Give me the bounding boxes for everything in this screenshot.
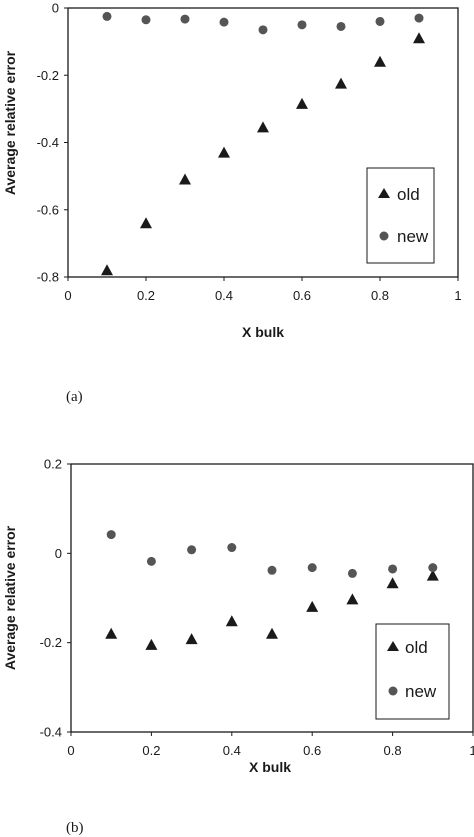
point-old-8 <box>386 577 399 589</box>
point-new-1 <box>106 530 116 540</box>
point-new-1 <box>102 11 112 21</box>
chart-b: 0.2 0 -0.2 -0.4 0 0.2 0.4 0.6 0.8 1 X bulk Avera… <box>2 457 474 837</box>
chart-a-legend-old-label: old <box>397 185 420 204</box>
point-new-5 <box>258 25 268 35</box>
point-new-7 <box>347 568 357 578</box>
point-new-9 <box>428 563 438 573</box>
point-old-2 <box>140 217 152 229</box>
point-new-6 <box>297 20 307 30</box>
chart-b-plot-area <box>70 463 474 733</box>
chart-b-points <box>105 530 439 650</box>
point-old-6 <box>296 97 308 109</box>
point-old-4 <box>218 146 230 158</box>
chart-b-x-axis-title: X bulk <box>249 759 291 775</box>
x-tick-label: 0.8 <box>371 288 389 303</box>
point-new-2 <box>141 15 151 25</box>
point-new-5 <box>267 565 277 575</box>
chart-b-legend-old-label: old <box>405 638 428 657</box>
point-new-3 <box>180 14 190 24</box>
x-tick-label: 1 <box>454 288 461 303</box>
point-new-6 <box>307 563 317 573</box>
chart-a-y-axis: 0 -0.2 -0.4 -0.6 -0.8 <box>37 1 68 285</box>
point-new-7 <box>336 21 346 31</box>
y-tick-label: -0.8 <box>37 270 59 285</box>
chart-a-x-axis: 0 0.2 0.4 0.6 0.8 1 <box>64 277 462 303</box>
point-old-8 <box>374 55 386 67</box>
y-tick-label: 0 <box>52 1 59 16</box>
chart-b-legend: old new <box>375 623 450 720</box>
point-old-4 <box>225 615 238 627</box>
x-tick-label: 0 <box>64 288 71 303</box>
point-old-9 <box>413 32 425 44</box>
point-new-9 <box>414 13 424 23</box>
point-new-3 <box>187 545 197 555</box>
chart-b-y-axis-title: Average relative error <box>2 525 18 670</box>
point-old-1 <box>105 627 118 639</box>
x-tick-label: 0.2 <box>137 288 155 303</box>
point-new-4 <box>227 543 237 553</box>
point-old-5 <box>257 121 269 133</box>
point-new-8 <box>375 16 385 26</box>
chart-b-legend-new-marker <box>388 686 398 696</box>
y-tick-label: 0.2 <box>44 457 62 472</box>
chart-b-legend-box <box>375 623 450 720</box>
point-new-2 <box>146 556 156 566</box>
x-tick-label: 0.4 <box>215 288 233 303</box>
chart-a: 0-0.2-0.4-0.6-0.8 0 0.2 0.4 0.6 0.8 1 X bulk … <box>2 1 462 406</box>
x-tick-label: 0.8 <box>384 743 402 758</box>
x-tick-label: 0 <box>67 743 74 758</box>
chart-b-legend-old-marker <box>387 641 399 651</box>
chart-b-x-axis: 0 0.2 0.4 0.6 0.8 1 <box>67 732 474 758</box>
point-old-3 <box>185 633 198 645</box>
chart-a-legend-old-marker <box>378 188 390 198</box>
point-old-7 <box>335 77 347 89</box>
x-tick-label: 0.2 <box>142 743 160 758</box>
point-old-1 <box>101 264 113 276</box>
chart-b-caption: (b) <box>66 820 84 836</box>
y-tick-label: -0.4 <box>37 135 59 150</box>
chart-b-legend-new-label: new <box>405 682 437 701</box>
y-tick-label: -0.2 <box>40 635 62 650</box>
chart-a-legend-new-label: new <box>397 227 429 246</box>
y-tick-label: -0.6 <box>37 202 59 217</box>
y-tick-label: 0 <box>55 546 62 561</box>
point-old-6 <box>306 600 319 612</box>
point-old-3 <box>179 173 191 185</box>
x-tick-label: 0.6 <box>293 288 311 303</box>
x-tick-label: 0.6 <box>303 743 321 758</box>
chart-a-legend-box <box>366 167 435 264</box>
x-tick-label: 0.4 <box>223 743 241 758</box>
point-old-5 <box>266 627 278 639</box>
point-old-7 <box>346 593 359 605</box>
x-tick-label: 1 <box>469 743 474 758</box>
chart-a-legend: old new <box>366 167 435 264</box>
y-tick-label: -0.4 <box>40 725 62 740</box>
chart-a-legend-new-marker <box>379 231 389 241</box>
point-new-4 <box>219 17 229 27</box>
chart-b-y-axis: 0.2 0 -0.2 -0.4 <box>40 457 71 740</box>
chart-a-points <box>101 11 425 276</box>
point-old-9 <box>426 569 439 581</box>
chart-a-x-axis-title: X bulk <box>242 324 284 340</box>
point-new-8 <box>388 564 398 574</box>
point-old-2 <box>145 638 158 650</box>
chart-a-y-axis-title: Average relative error <box>2 50 18 195</box>
y-tick-label: -0.2 <box>37 68 59 83</box>
chart-a-caption: (a) <box>66 389 83 405</box>
